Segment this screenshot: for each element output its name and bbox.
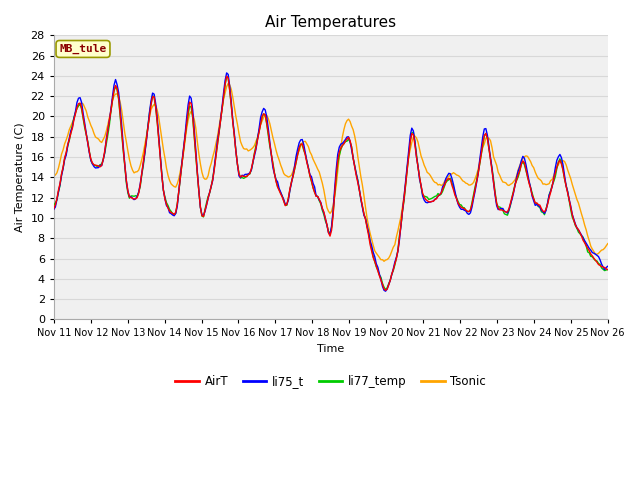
Title: Air Temperatures: Air Temperatures [265,15,396,30]
Legend: AirT, li75_t, li77_temp, Tsonic: AirT, li75_t, li77_temp, Tsonic [171,371,491,393]
X-axis label: Time: Time [317,344,344,354]
Y-axis label: Air Temperature (C): Air Temperature (C) [15,122,25,232]
Text: MB_tule: MB_tule [60,44,107,54]
